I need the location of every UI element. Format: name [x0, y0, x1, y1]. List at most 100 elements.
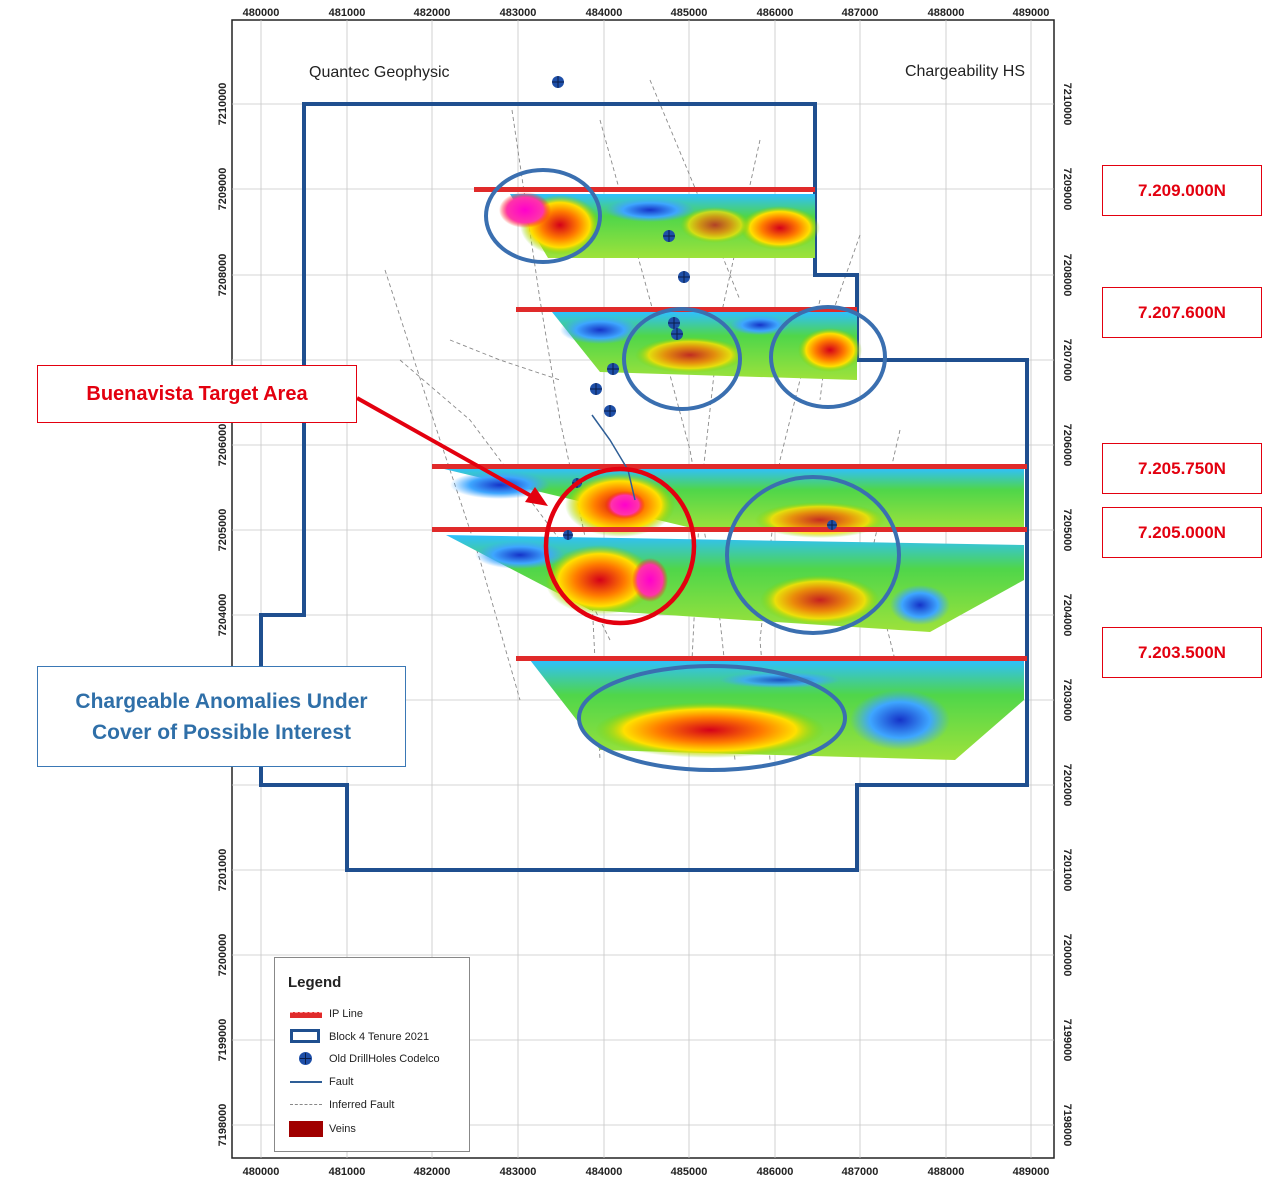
- easting-tick: 489000: [1013, 7, 1050, 19]
- easting-tick: 481000: [329, 1166, 366, 1178]
- callout-7203500: 7.203.500N: [1102, 627, 1262, 678]
- legend-row-fault: Fault: [287, 1072, 353, 1092]
- legend-label: Block 4 Tenure 2021: [329, 1031, 430, 1043]
- northing-ticks-right: 7210000 7209000 7208000 7207000 7206000 …: [1061, 83, 1073, 1147]
- grid: [232, 20, 1054, 1158]
- anomalies-label-line2: Cover of Possible Interest: [91, 720, 352, 744]
- easting-tick: 485000: [671, 1166, 708, 1178]
- legend-title: Legend: [288, 974, 342, 991]
- easting-tick: 484000: [586, 1166, 623, 1178]
- legend-row-inferred-fault: Inferred Fault: [287, 1095, 394, 1115]
- northing-tick: 7206000: [1061, 424, 1073, 467]
- ip-line-7203500: [516, 656, 1027, 661]
- drillhole-icon: [678, 271, 690, 283]
- buenavista-target-circle: [543, 466, 697, 626]
- drillhole-icon: [668, 317, 680, 329]
- easting-tick: 480000: [243, 1166, 280, 1178]
- easting-tick: 480000: [243, 7, 280, 19]
- anomaly-circle: [622, 307, 742, 411]
- easting-tick: 484000: [586, 7, 623, 19]
- legend-row-drillholes: Old DrillHoles Codelco: [287, 1049, 440, 1069]
- anomalies-label: Chargeable Anomalies Under Cover of Poss…: [37, 666, 406, 767]
- drillhole-icon: [563, 530, 573, 540]
- ip-line-7209000: [474, 187, 815, 192]
- inferred-fault-icon: [287, 1095, 325, 1115]
- legend-row-veins: Veins: [287, 1119, 356, 1139]
- northing-tick: 7201000: [217, 849, 229, 892]
- northing-tick: 7209000: [1061, 168, 1073, 211]
- veins-icon: [287, 1119, 325, 1139]
- anomaly-circle: [577, 664, 847, 772]
- anomaly-circles: [484, 168, 901, 772]
- northing-tick: 7199000: [217, 1019, 229, 1062]
- easting-tick: 488000: [928, 7, 965, 19]
- drillhole-icon: [663, 230, 675, 242]
- callout-7209000: 7.209.000N: [1102, 165, 1262, 216]
- quantec-label: Quantec Geophysic: [309, 64, 450, 81]
- block-outline-icon: [287, 1027, 325, 1047]
- northing-tick: 7206000: [217, 424, 229, 467]
- fault-line-icon: [287, 1072, 325, 1092]
- legend: Legend IP Line Block 4 Tenure 2021 Old D…: [274, 957, 470, 1152]
- legend-label: Fault: [329, 1076, 354, 1088]
- northing-tick: 7208000: [217, 254, 229, 297]
- drillhole-icon: [590, 383, 602, 395]
- northing-tick: 7198000: [217, 1104, 229, 1147]
- anomaly-circle: [769, 305, 887, 409]
- drillhole-icon: [604, 405, 616, 417]
- northing-tick: 7207000: [1061, 339, 1073, 382]
- northing-tick: 7200000: [1061, 934, 1073, 977]
- easting-tick: 487000: [842, 7, 879, 19]
- ip-section-7205750: [440, 468, 1024, 538]
- easting-ticks-top: 480000 481000 482000 483000 484000 48500…: [243, 7, 1050, 19]
- legend-row-block: Block 4 Tenure 2021: [287, 1027, 429, 1047]
- northing-tick: 7209000: [217, 168, 229, 211]
- easting-tick: 488000: [928, 1166, 965, 1178]
- legend-label: IP Line: [329, 1008, 364, 1020]
- northing-tick: 7198000: [1061, 1104, 1073, 1147]
- legend-label: Old DrillHoles Codelco: [329, 1053, 440, 1065]
- anomaly-circle: [725, 475, 901, 635]
- callout-7205000: 7.205.000N: [1102, 507, 1262, 558]
- easting-tick: 485000: [671, 7, 708, 19]
- drillhole-icon: [671, 328, 683, 340]
- easting-tick: 486000: [757, 1166, 794, 1178]
- drillhole-icon: [827, 520, 837, 530]
- anomaly-circle: [484, 168, 602, 264]
- callout-7207600: 7.207.600N: [1102, 287, 1262, 338]
- easting-tick: 483000: [500, 1166, 537, 1178]
- drillholes: [552, 76, 837, 540]
- drillhole-icon: [552, 76, 564, 88]
- northing-tick: 7199000: [1061, 1019, 1073, 1062]
- northing-ticks-left: 7210000 7209000 7208000 7206000 7205000 …: [217, 83, 229, 1147]
- northing-tick: 7202000: [1061, 764, 1073, 807]
- easting-tick: 483000: [500, 7, 537, 19]
- ip-section-7203500: [530, 660, 1024, 760]
- buenavista-target-label: Buenavista Target Area: [37, 365, 357, 423]
- northing-tick: 7208000: [1061, 254, 1073, 297]
- ip-line-icon: [287, 1004, 325, 1024]
- easting-tick: 487000: [842, 1166, 879, 1178]
- northing-tick: 7205000: [1061, 509, 1073, 552]
- ip-line-7205000: [432, 527, 1027, 532]
- target-arrow: [356, 396, 548, 506]
- fault-line: [591, 414, 636, 501]
- northing-tick: 7200000: [217, 934, 229, 977]
- ip-section-7209000: [499, 192, 820, 258]
- easting-tick: 489000: [1013, 1166, 1050, 1178]
- ip-section-7207600: [552, 312, 862, 380]
- northing-tick: 7205000: [217, 509, 229, 552]
- northing-tick: 7203000: [1061, 679, 1073, 722]
- ip-line-7205750: [432, 464, 1027, 469]
- easting-tick: 482000: [414, 7, 451, 19]
- easting-tick: 481000: [329, 7, 366, 19]
- easting-ticks-bottom: 480000 481000 482000 483000 484000 48500…: [243, 1166, 1050, 1178]
- northing-tick: 7210000: [1061, 83, 1073, 126]
- drillhole-icon: [287, 1049, 325, 1069]
- legend-row-ip-line: IP Line: [287, 1004, 363, 1024]
- northing-tick: 7204000: [1061, 594, 1073, 637]
- easting-tick: 486000: [757, 7, 794, 19]
- anomalies-label-line1: Chargeable Anomalies Under: [75, 689, 368, 713]
- chargeability-label: Chargeability HS: [905, 63, 1025, 80]
